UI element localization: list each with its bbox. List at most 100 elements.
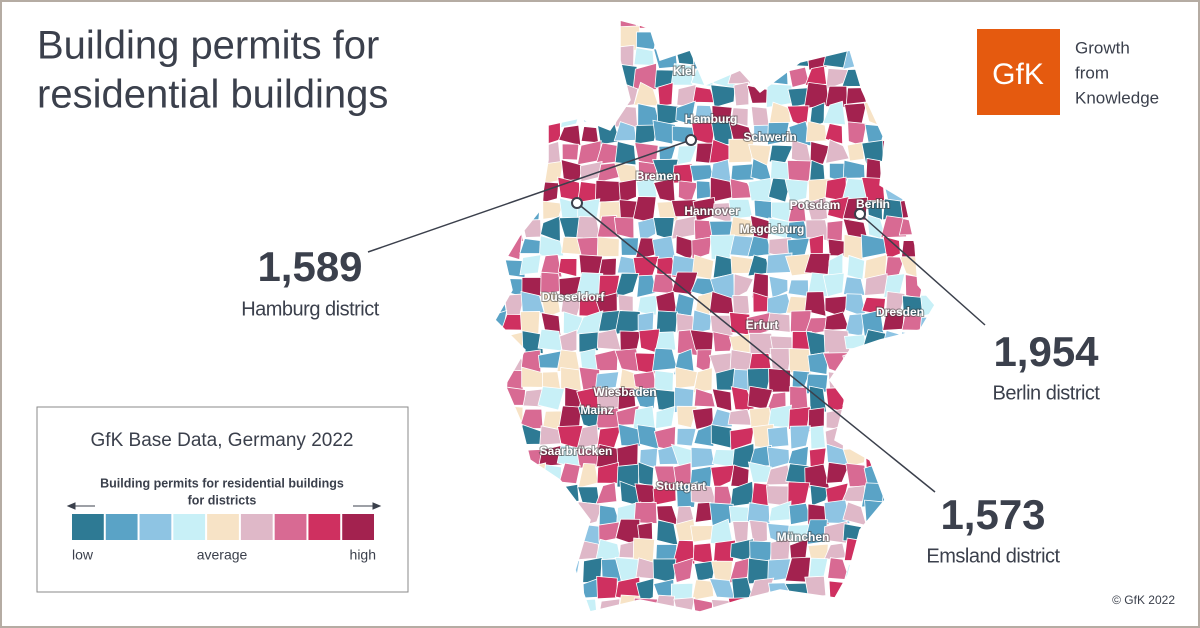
district: [826, 220, 844, 242]
district: [710, 464, 736, 490]
district: [637, 216, 657, 243]
callout-lines: [367, 134, 986, 493]
district: [750, 106, 770, 127]
district: [561, 143, 580, 161]
legend-swatch: [342, 514, 374, 540]
district: [787, 279, 810, 298]
district: [637, 294, 658, 316]
district: [652, 273, 676, 295]
district: [807, 407, 825, 433]
district: [787, 481, 811, 508]
district: [822, 100, 846, 126]
district: [766, 252, 793, 274]
district: [728, 138, 755, 164]
district: [693, 388, 716, 408]
district: [598, 521, 620, 543]
district: [767, 404, 793, 428]
district: [695, 142, 716, 164]
district: [652, 481, 677, 506]
district: [691, 236, 712, 261]
district: [824, 123, 844, 145]
logo-tagline: Knowledge: [1075, 88, 1159, 107]
district: [825, 461, 850, 484]
district: [712, 331, 735, 353]
district: [806, 196, 828, 223]
district: [733, 81, 750, 107]
city-label: Saarbrücken: [540, 444, 613, 458]
district: [538, 444, 563, 467]
callout-value: 1,589: [257, 243, 362, 290]
district: [559, 329, 578, 354]
district: [809, 425, 826, 450]
district: [614, 348, 642, 373]
district: [747, 235, 772, 258]
district: [618, 178, 637, 204]
district: [676, 427, 697, 447]
district: [692, 367, 713, 394]
legend-swatch: [173, 514, 206, 540]
district: [803, 81, 830, 110]
legend-heading: GfK Base Data, Germany 2022: [91, 430, 354, 451]
district: [539, 291, 561, 319]
district: [636, 177, 658, 198]
city-label: Dresden: [876, 305, 924, 319]
district: [803, 519, 828, 546]
city-label: Magdeburg: [740, 222, 805, 236]
district: [747, 177, 772, 203]
district: [784, 178, 809, 203]
city-label: Hamburg: [685, 112, 738, 126]
district: [809, 140, 831, 165]
district: [710, 84, 736, 108]
district: [729, 426, 755, 451]
legend-swatch: [274, 514, 307, 540]
city-label: Mainz: [580, 403, 613, 417]
legend-box: [36, 406, 409, 593]
legend-swatch: [139, 514, 172, 540]
district: [785, 253, 812, 277]
district: [519, 254, 542, 276]
callout-value: 1,573: [940, 491, 1045, 538]
district: [804, 291, 827, 317]
city-label: Erfurt: [746, 318, 779, 332]
district: [634, 124, 659, 145]
district: [789, 425, 811, 450]
district: [805, 120, 828, 143]
district: [652, 119, 676, 145]
logo-tagline: Growth: [1075, 38, 1130, 57]
city-label: Wiesbaden: [593, 385, 656, 399]
district: [537, 386, 565, 411]
legend-label: low: [72, 547, 94, 563]
legend-swatch: [308, 514, 341, 540]
district: [691, 309, 712, 335]
district: [767, 426, 790, 448]
district: [672, 557, 694, 583]
district: [596, 236, 620, 258]
city-labels: Kiel Hamburg Schwerin Bremen Hannover Potsdam…: [539, 63, 925, 545]
district: [596, 575, 618, 600]
legend-subtitle: Building permits for residential buildin…: [100, 476, 344, 490]
city-label: Bremen: [636, 169, 681, 183]
district: [694, 501, 713, 523]
district: [558, 462, 581, 485]
city-label: Hannover: [684, 204, 740, 218]
district: [539, 235, 565, 257]
callout-label: Emsland district: [926, 545, 1060, 567]
city-label: Düsseldorf: [542, 290, 606, 304]
district: [651, 235, 676, 260]
legend-arrows: [66, 502, 382, 510]
district: [655, 405, 676, 429]
city-label: Potsdam: [790, 198, 841, 212]
district: [788, 502, 812, 526]
district: [730, 163, 755, 181]
district: [633, 47, 655, 66]
district: [920, 294, 935, 317]
district: [655, 310, 678, 336]
city-label: Stuttgart: [656, 479, 706, 493]
district: [732, 521, 750, 543]
district: [846, 254, 866, 281]
district: [632, 62, 657, 91]
district: [696, 180, 712, 200]
district: [709, 314, 734, 337]
district: [675, 100, 696, 125]
district: [693, 424, 715, 448]
